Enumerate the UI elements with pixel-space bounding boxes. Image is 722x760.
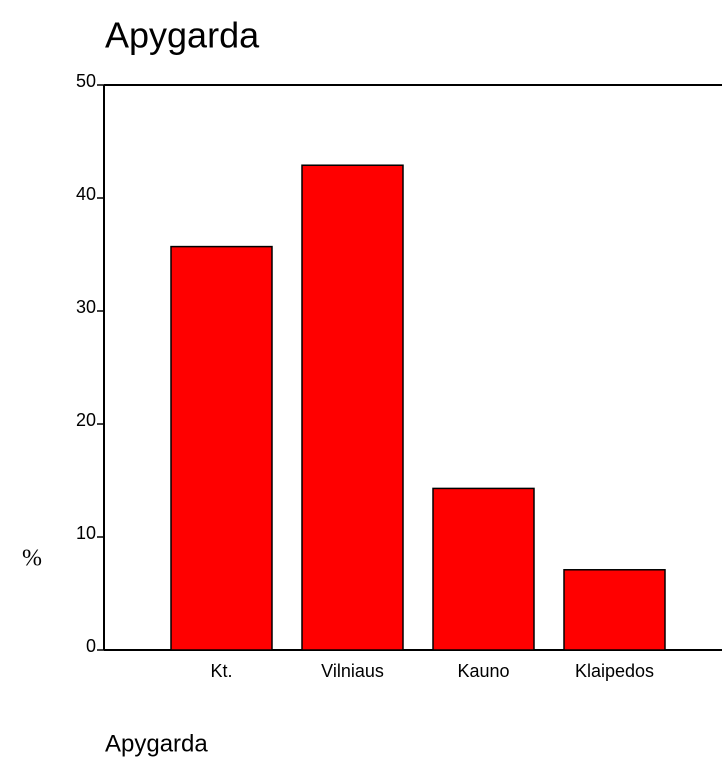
x-axis-label: Apygarda (105, 730, 208, 757)
bar (301, 164, 404, 651)
chart-title: Apygarda (105, 15, 260, 56)
y-tick-label: 0 (86, 636, 96, 656)
y-tick-label: 50 (76, 71, 96, 91)
y-tick-label: 40 (76, 184, 96, 204)
x-tick-label: Kt. (210, 661, 232, 681)
x-tick-label: Klaipedos (575, 661, 654, 681)
y-tick-label: 10 (76, 523, 96, 543)
x-tick-label: Kauno (457, 661, 509, 681)
y-tick-label: 30 (76, 297, 96, 317)
bar (563, 569, 666, 651)
x-tick-label: Vilniaus (321, 661, 384, 681)
bar (432, 487, 535, 651)
bar (170, 245, 273, 651)
y-tick-label: 20 (76, 410, 96, 430)
y-axis-label: % (22, 546, 42, 572)
